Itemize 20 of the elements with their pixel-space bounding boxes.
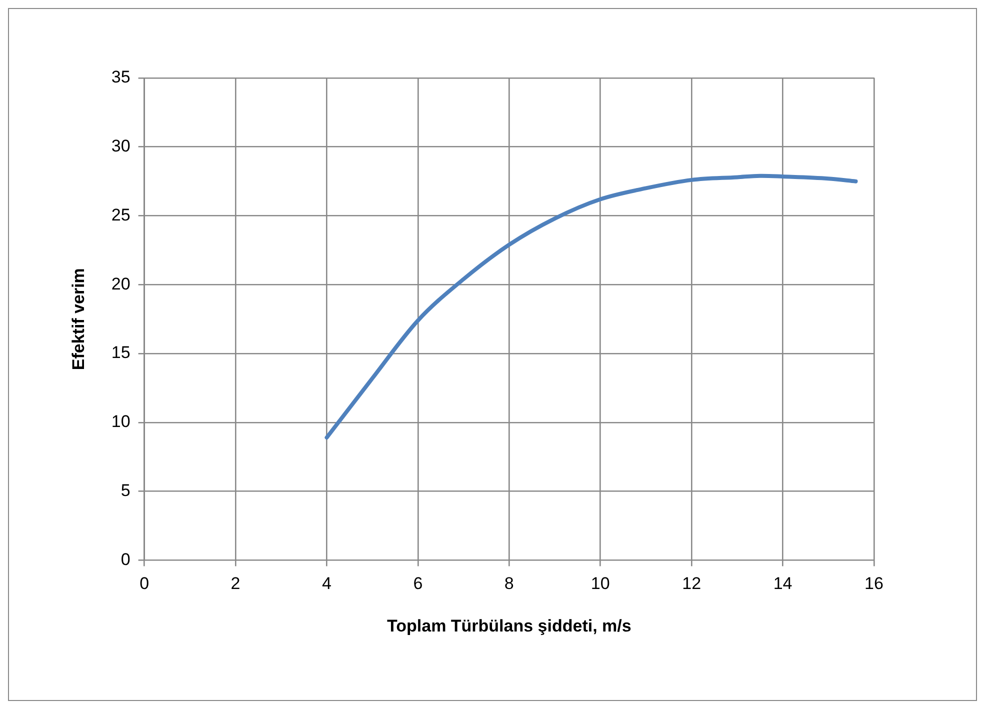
y-tick-label: 30: [111, 136, 130, 156]
y-tick-label: 35: [111, 68, 130, 87]
y-tick-label: 20: [111, 274, 130, 294]
x-axis-title: Toplam Türbülans şiddeti, m/s: [386, 616, 632, 636]
x-tick-label: 6: [413, 574, 423, 594]
x-tick-label: 8: [504, 574, 514, 594]
y-tick-label: 5: [120, 481, 130, 500]
line-series: [324, 174, 858, 440]
x-tick-label: 16: [864, 574, 884, 594]
x-tick-label: 10: [590, 574, 610, 594]
x-tick-label: 4: [322, 574, 332, 594]
x-tick-label: 14: [773, 574, 792, 594]
x-tick-label: 2: [230, 574, 240, 594]
x-tick-label: 12: [682, 574, 702, 594]
x-tick-label: 0: [140, 574, 150, 594]
y-tick-label: 15: [111, 343, 130, 362]
y-tick-label: 25: [111, 205, 130, 224]
y-axis-title: Efektif verim: [68, 268, 88, 370]
y-tick-label: 0: [120, 550, 130, 569]
y-tick-label: 10: [111, 412, 130, 432]
